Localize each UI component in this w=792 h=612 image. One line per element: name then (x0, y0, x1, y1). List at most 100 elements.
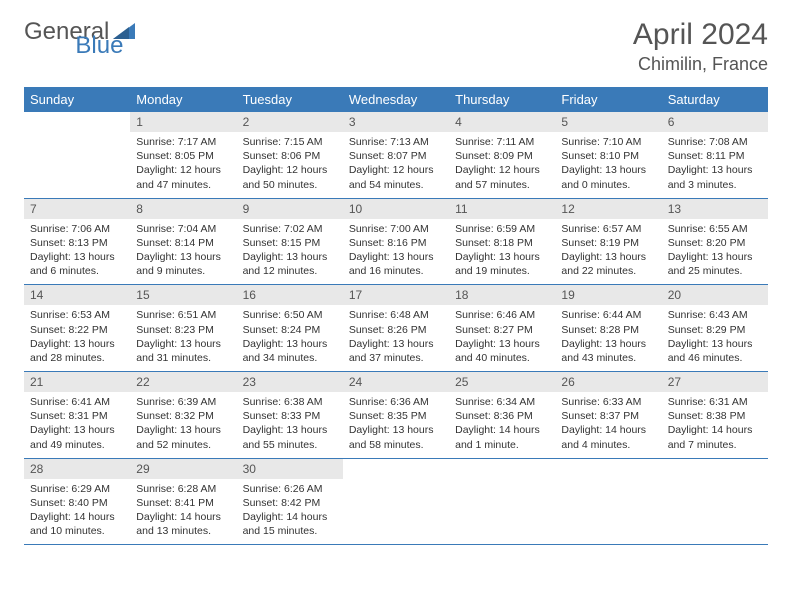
day-number-cell: 26 (555, 372, 661, 393)
week-detail-row: Sunrise: 6:29 AMSunset: 8:40 PMDaylight:… (24, 479, 768, 545)
sunrise-text: Sunrise: 6:50 AM (243, 308, 337, 322)
page-header: General Blue April 2024 Chimilin, France (24, 18, 768, 75)
sunset-text: Sunset: 8:37 PM (561, 409, 655, 423)
day-number-cell: 27 (662, 372, 768, 393)
day-header: Tuesday (237, 87, 343, 112)
sunset-text: Sunset: 8:07 PM (349, 149, 443, 163)
daylight-text: Daylight: 13 hours and 31 minutes. (136, 337, 230, 365)
sunrise-text: Sunrise: 7:10 AM (561, 135, 655, 149)
daylight-text: Daylight: 13 hours and 52 minutes. (136, 423, 230, 451)
sunrise-text: Sunrise: 6:38 AM (243, 395, 337, 409)
sunset-text: Sunset: 8:41 PM (136, 496, 230, 510)
day-number-cell (24, 112, 130, 132)
calendar-table: Sunday Monday Tuesday Wednesday Thursday… (24, 87, 768, 545)
day-detail-cell: Sunrise: 6:34 AMSunset: 8:36 PMDaylight:… (449, 392, 555, 458)
daylight-text: Daylight: 14 hours and 4 minutes. (561, 423, 655, 451)
sunset-text: Sunset: 8:18 PM (455, 236, 549, 250)
sunset-text: Sunset: 8:27 PM (455, 323, 549, 337)
sunrise-text: Sunrise: 7:13 AM (349, 135, 443, 149)
sunset-text: Sunset: 8:32 PM (136, 409, 230, 423)
daylight-text: Daylight: 13 hours and 58 minutes. (349, 423, 443, 451)
day-detail-cell: Sunrise: 7:04 AMSunset: 8:14 PMDaylight:… (130, 219, 236, 285)
day-number-cell (343, 458, 449, 479)
sunrise-text: Sunrise: 6:48 AM (349, 308, 443, 322)
day-detail-cell (555, 479, 661, 545)
daylight-text: Daylight: 14 hours and 10 minutes. (30, 510, 124, 538)
week-daynum-row: 21222324252627 (24, 372, 768, 393)
day-detail-cell: Sunrise: 6:57 AMSunset: 8:19 PMDaylight:… (555, 219, 661, 285)
day-detail-cell: Sunrise: 7:02 AMSunset: 8:15 PMDaylight:… (237, 219, 343, 285)
sunrise-text: Sunrise: 7:08 AM (668, 135, 762, 149)
sunrise-text: Sunrise: 6:34 AM (455, 395, 549, 409)
day-number-cell: 16 (237, 285, 343, 306)
week-daynum-row: 14151617181920 (24, 285, 768, 306)
day-detail-cell (662, 479, 768, 545)
day-header: Monday (130, 87, 236, 112)
day-detail-cell: Sunrise: 7:13 AMSunset: 8:07 PMDaylight:… (343, 132, 449, 198)
daylight-text: Daylight: 13 hours and 25 minutes. (668, 250, 762, 278)
sunrise-text: Sunrise: 6:39 AM (136, 395, 230, 409)
day-number-cell: 28 (24, 458, 130, 479)
sunrise-text: Sunrise: 7:06 AM (30, 222, 124, 236)
day-header: Saturday (662, 87, 768, 112)
sunset-text: Sunset: 8:06 PM (243, 149, 337, 163)
daylight-text: Daylight: 13 hours and 46 minutes. (668, 337, 762, 365)
day-number-cell: 4 (449, 112, 555, 132)
sunrise-text: Sunrise: 6:46 AM (455, 308, 549, 322)
day-header: Friday (555, 87, 661, 112)
day-detail-cell (24, 132, 130, 198)
daylight-text: Daylight: 14 hours and 13 minutes. (136, 510, 230, 538)
daylight-text: Daylight: 13 hours and 9 minutes. (136, 250, 230, 278)
day-number-cell: 8 (130, 198, 236, 219)
sunrise-text: Sunrise: 6:33 AM (561, 395, 655, 409)
daylight-text: Daylight: 13 hours and 28 minutes. (30, 337, 124, 365)
daylight-text: Daylight: 12 hours and 47 minutes. (136, 163, 230, 191)
week-daynum-row: 123456 (24, 112, 768, 132)
day-number-cell: 7 (24, 198, 130, 219)
daylight-text: Daylight: 13 hours and 6 minutes. (30, 250, 124, 278)
week-detail-row: Sunrise: 7:17 AMSunset: 8:05 PMDaylight:… (24, 132, 768, 198)
day-number-cell (662, 458, 768, 479)
sunset-text: Sunset: 8:20 PM (668, 236, 762, 250)
day-detail-cell: Sunrise: 6:51 AMSunset: 8:23 PMDaylight:… (130, 305, 236, 371)
daylight-text: Daylight: 13 hours and 22 minutes. (561, 250, 655, 278)
day-number-cell: 22 (130, 372, 236, 393)
daylight-text: Daylight: 13 hours and 37 minutes. (349, 337, 443, 365)
sunrise-text: Sunrise: 6:55 AM (668, 222, 762, 236)
sunset-text: Sunset: 8:31 PM (30, 409, 124, 423)
day-number-cell: 15 (130, 285, 236, 306)
day-number-cell: 20 (662, 285, 768, 306)
daylight-text: Daylight: 13 hours and 43 minutes. (561, 337, 655, 365)
day-detail-cell: Sunrise: 7:10 AMSunset: 8:10 PMDaylight:… (555, 132, 661, 198)
day-number-cell: 30 (237, 458, 343, 479)
sunset-text: Sunset: 8:35 PM (349, 409, 443, 423)
day-detail-cell: Sunrise: 6:28 AMSunset: 8:41 PMDaylight:… (130, 479, 236, 545)
day-header: Sunday (24, 87, 130, 112)
day-detail-cell: Sunrise: 7:15 AMSunset: 8:06 PMDaylight:… (237, 132, 343, 198)
day-number-cell: 23 (237, 372, 343, 393)
sunset-text: Sunset: 8:42 PM (243, 496, 337, 510)
day-number-cell: 24 (343, 372, 449, 393)
daylight-text: Daylight: 13 hours and 55 minutes. (243, 423, 337, 451)
sunset-text: Sunset: 8:05 PM (136, 149, 230, 163)
title-block: April 2024 Chimilin, France (633, 18, 768, 75)
day-number-cell: 11 (449, 198, 555, 219)
sunset-text: Sunset: 8:13 PM (30, 236, 124, 250)
day-detail-cell: Sunrise: 6:46 AMSunset: 8:27 PMDaylight:… (449, 305, 555, 371)
day-detail-cell: Sunrise: 6:33 AMSunset: 8:37 PMDaylight:… (555, 392, 661, 458)
daylight-text: Daylight: 13 hours and 49 minutes. (30, 423, 124, 451)
day-detail-cell: Sunrise: 6:26 AMSunset: 8:42 PMDaylight:… (237, 479, 343, 545)
daylight-text: Daylight: 12 hours and 54 minutes. (349, 163, 443, 191)
day-number-cell: 12 (555, 198, 661, 219)
daylight-text: Daylight: 14 hours and 15 minutes. (243, 510, 337, 538)
day-detail-cell (449, 479, 555, 545)
day-detail-cell: Sunrise: 6:38 AMSunset: 8:33 PMDaylight:… (237, 392, 343, 458)
day-number-cell: 17 (343, 285, 449, 306)
day-number-cell: 2 (237, 112, 343, 132)
day-number-cell: 29 (130, 458, 236, 479)
day-number-cell: 3 (343, 112, 449, 132)
day-number-cell: 13 (662, 198, 768, 219)
day-detail-cell: Sunrise: 7:08 AMSunset: 8:11 PMDaylight:… (662, 132, 768, 198)
day-detail-cell: Sunrise: 6:44 AMSunset: 8:28 PMDaylight:… (555, 305, 661, 371)
location-label: Chimilin, France (633, 54, 768, 75)
